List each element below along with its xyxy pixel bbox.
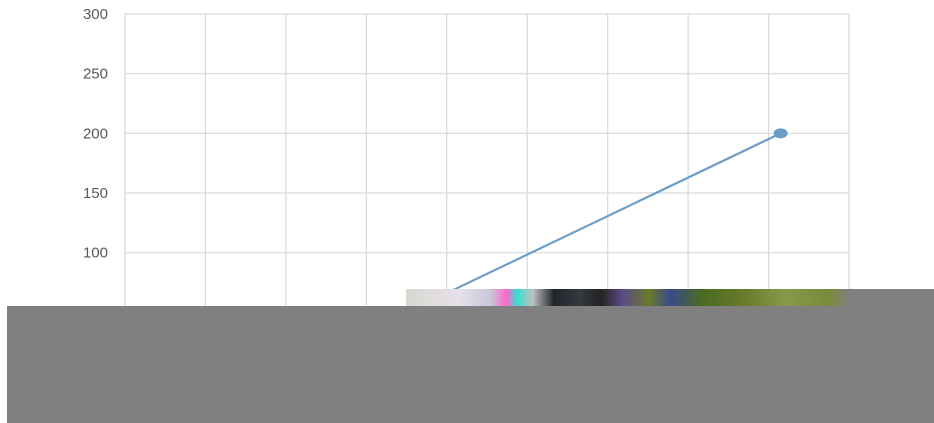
y-tick-label: 250 [83,66,108,83]
y-tick-label: 200 [83,125,108,142]
series-line [406,132,782,314]
corrupted-image-strip [406,289,934,307]
gray-occlusion-block [7,306,934,423]
data-point-marker [773,128,788,139]
y-tick-label: 100 [83,245,108,262]
y-tick-label: 150 [83,185,108,202]
y-tick-label: 300 [83,6,108,23]
